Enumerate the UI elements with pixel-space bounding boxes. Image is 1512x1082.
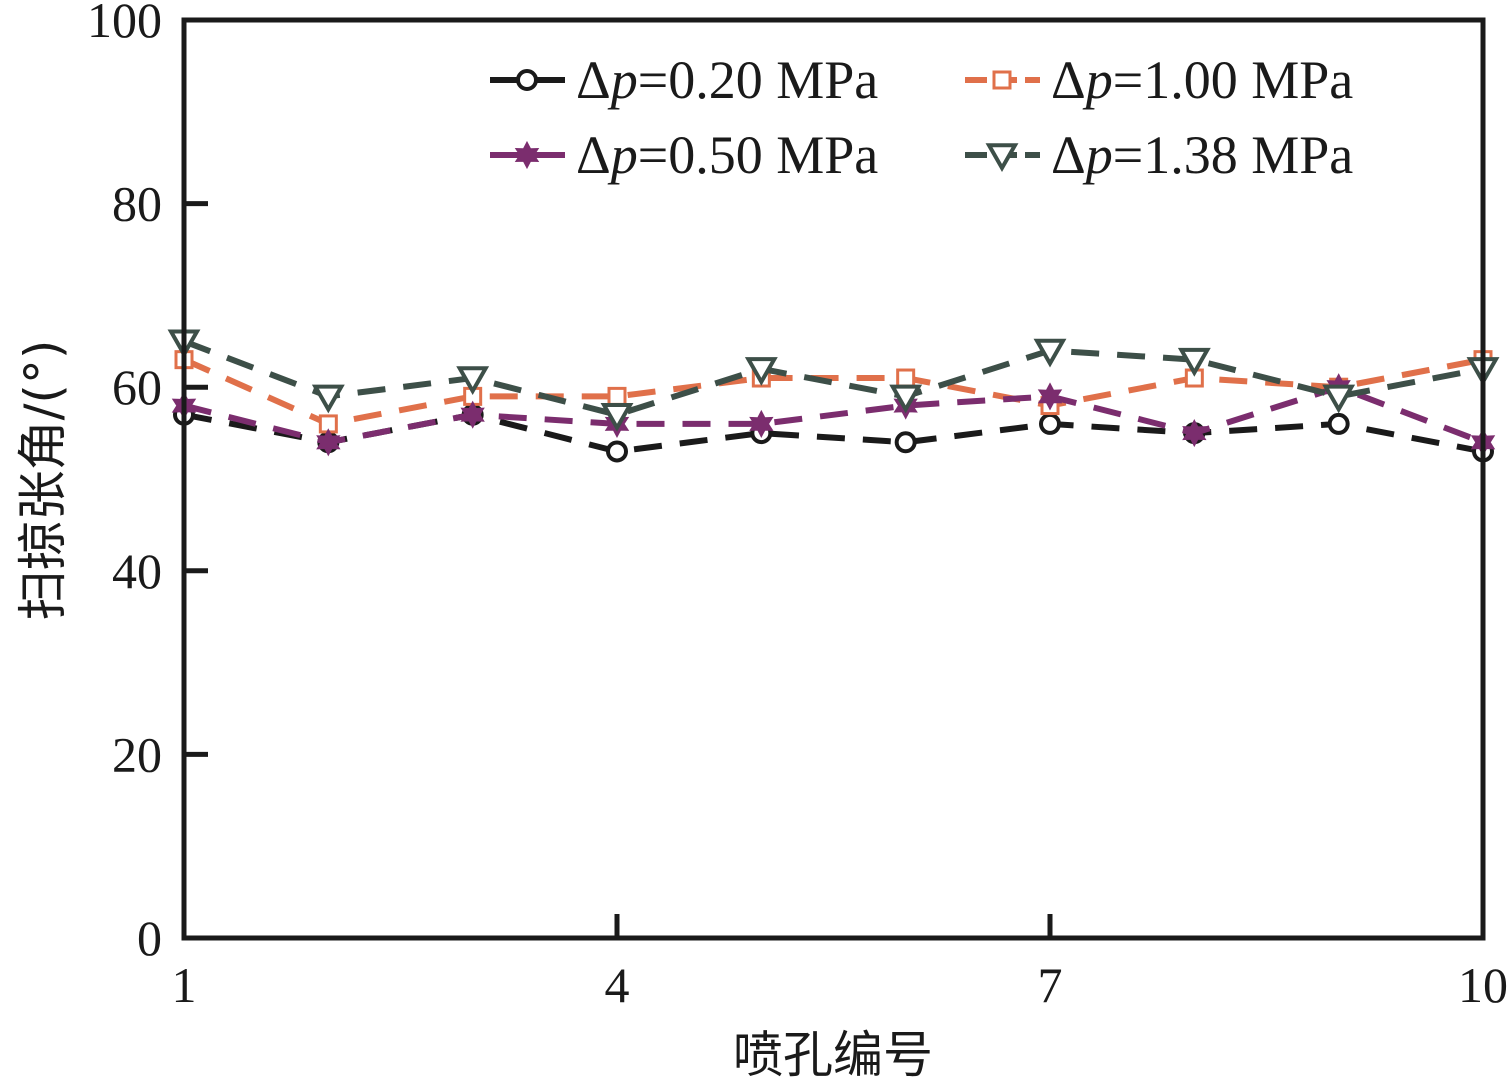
series-line — [182, 356, 1484, 428]
series-layer — [167, 329, 1500, 463]
y-tick-label: 40 — [112, 543, 162, 599]
y-tick-label: 80 — [112, 176, 162, 232]
x-axis-label: 喷孔编号 — [733, 1026, 933, 1082]
marker-star — [514, 140, 540, 170]
x-tick-label: 7 — [1038, 957, 1063, 1013]
y-tick-label: 60 — [112, 359, 162, 415]
x-tick-label: 10 — [1458, 957, 1508, 1013]
legend-label: Δp=1.00 MPa — [1051, 50, 1353, 110]
y-axis-label: 扫掠张角/(°) — [14, 340, 72, 621]
marker-triangle-down — [1033, 338, 1067, 368]
marker-triangle-down — [600, 402, 634, 432]
legend-item: Δp=0.50 MPa — [490, 125, 878, 185]
legend-delta: Δ — [576, 125, 611, 185]
marker-square — [896, 368, 916, 388]
legend-label: Δp=1.38 MPa — [1051, 125, 1353, 185]
marker-triangle-down — [1322, 384, 1356, 414]
y-tick-label: 20 — [112, 726, 162, 782]
marker-star — [749, 409, 774, 438]
axis-ticks: 0 20 40 60 80 100 1 4 7 10 — [87, 0, 1508, 1013]
legend-item: Δp=1.00 MPa — [965, 50, 1353, 110]
x-tick-label: 4 — [605, 957, 630, 1013]
legend-label: Δp=0.20 MPa — [576, 50, 878, 110]
legend-value: =0.50 MPa — [638, 125, 879, 185]
marker-square — [992, 70, 1012, 90]
legend-label: Δp=0.50 MPa — [576, 125, 878, 185]
legend-value: =0.20 MPa — [638, 50, 879, 110]
legend-item: Δp=0.20 MPa — [490, 50, 878, 110]
marker-star — [460, 400, 485, 429]
marker-circle — [606, 440, 628, 463]
legend-delta: Δ — [1051, 50, 1086, 110]
legend-delta: Δ — [576, 50, 611, 110]
marker-star — [1182, 419, 1207, 448]
marker-triangle-down — [456, 366, 490, 396]
legend-value: =1.00 MPa — [1113, 50, 1354, 110]
marker-square — [607, 386, 627, 406]
marker-triangle-down — [1177, 347, 1211, 377]
marker-star — [316, 428, 341, 457]
marker-circle — [1327, 412, 1350, 435]
marker-triangle-down — [985, 143, 1019, 173]
marker-circle — [894, 431, 917, 454]
legend-variable: p — [607, 50, 638, 110]
legend-item: Δp=1.38 MPa — [965, 125, 1353, 185]
series-line — [183, 384, 1485, 446]
series-line — [183, 411, 1484, 455]
x-tick-label: 1 — [172, 957, 197, 1013]
legend-delta: Δ — [1051, 125, 1086, 185]
y-tick-label: 0 — [137, 910, 162, 966]
marker-triangle-down — [889, 384, 923, 414]
legend-value: =1.38 MPa — [1113, 125, 1354, 185]
legend-variable: p — [1082, 50, 1113, 110]
marker-circle — [516, 69, 538, 91]
marker-triangle-down — [744, 357, 778, 386]
legend-variable: p — [607, 125, 638, 185]
marker-star — [1037, 382, 1063, 411]
marker-triangle-down — [311, 384, 345, 414]
marker-circle — [1039, 412, 1061, 435]
legend-variable: p — [1082, 125, 1113, 185]
plot-frame — [181, 17, 1486, 941]
y-tick-label: 100 — [87, 0, 162, 48]
series-line — [182, 338, 1484, 418]
